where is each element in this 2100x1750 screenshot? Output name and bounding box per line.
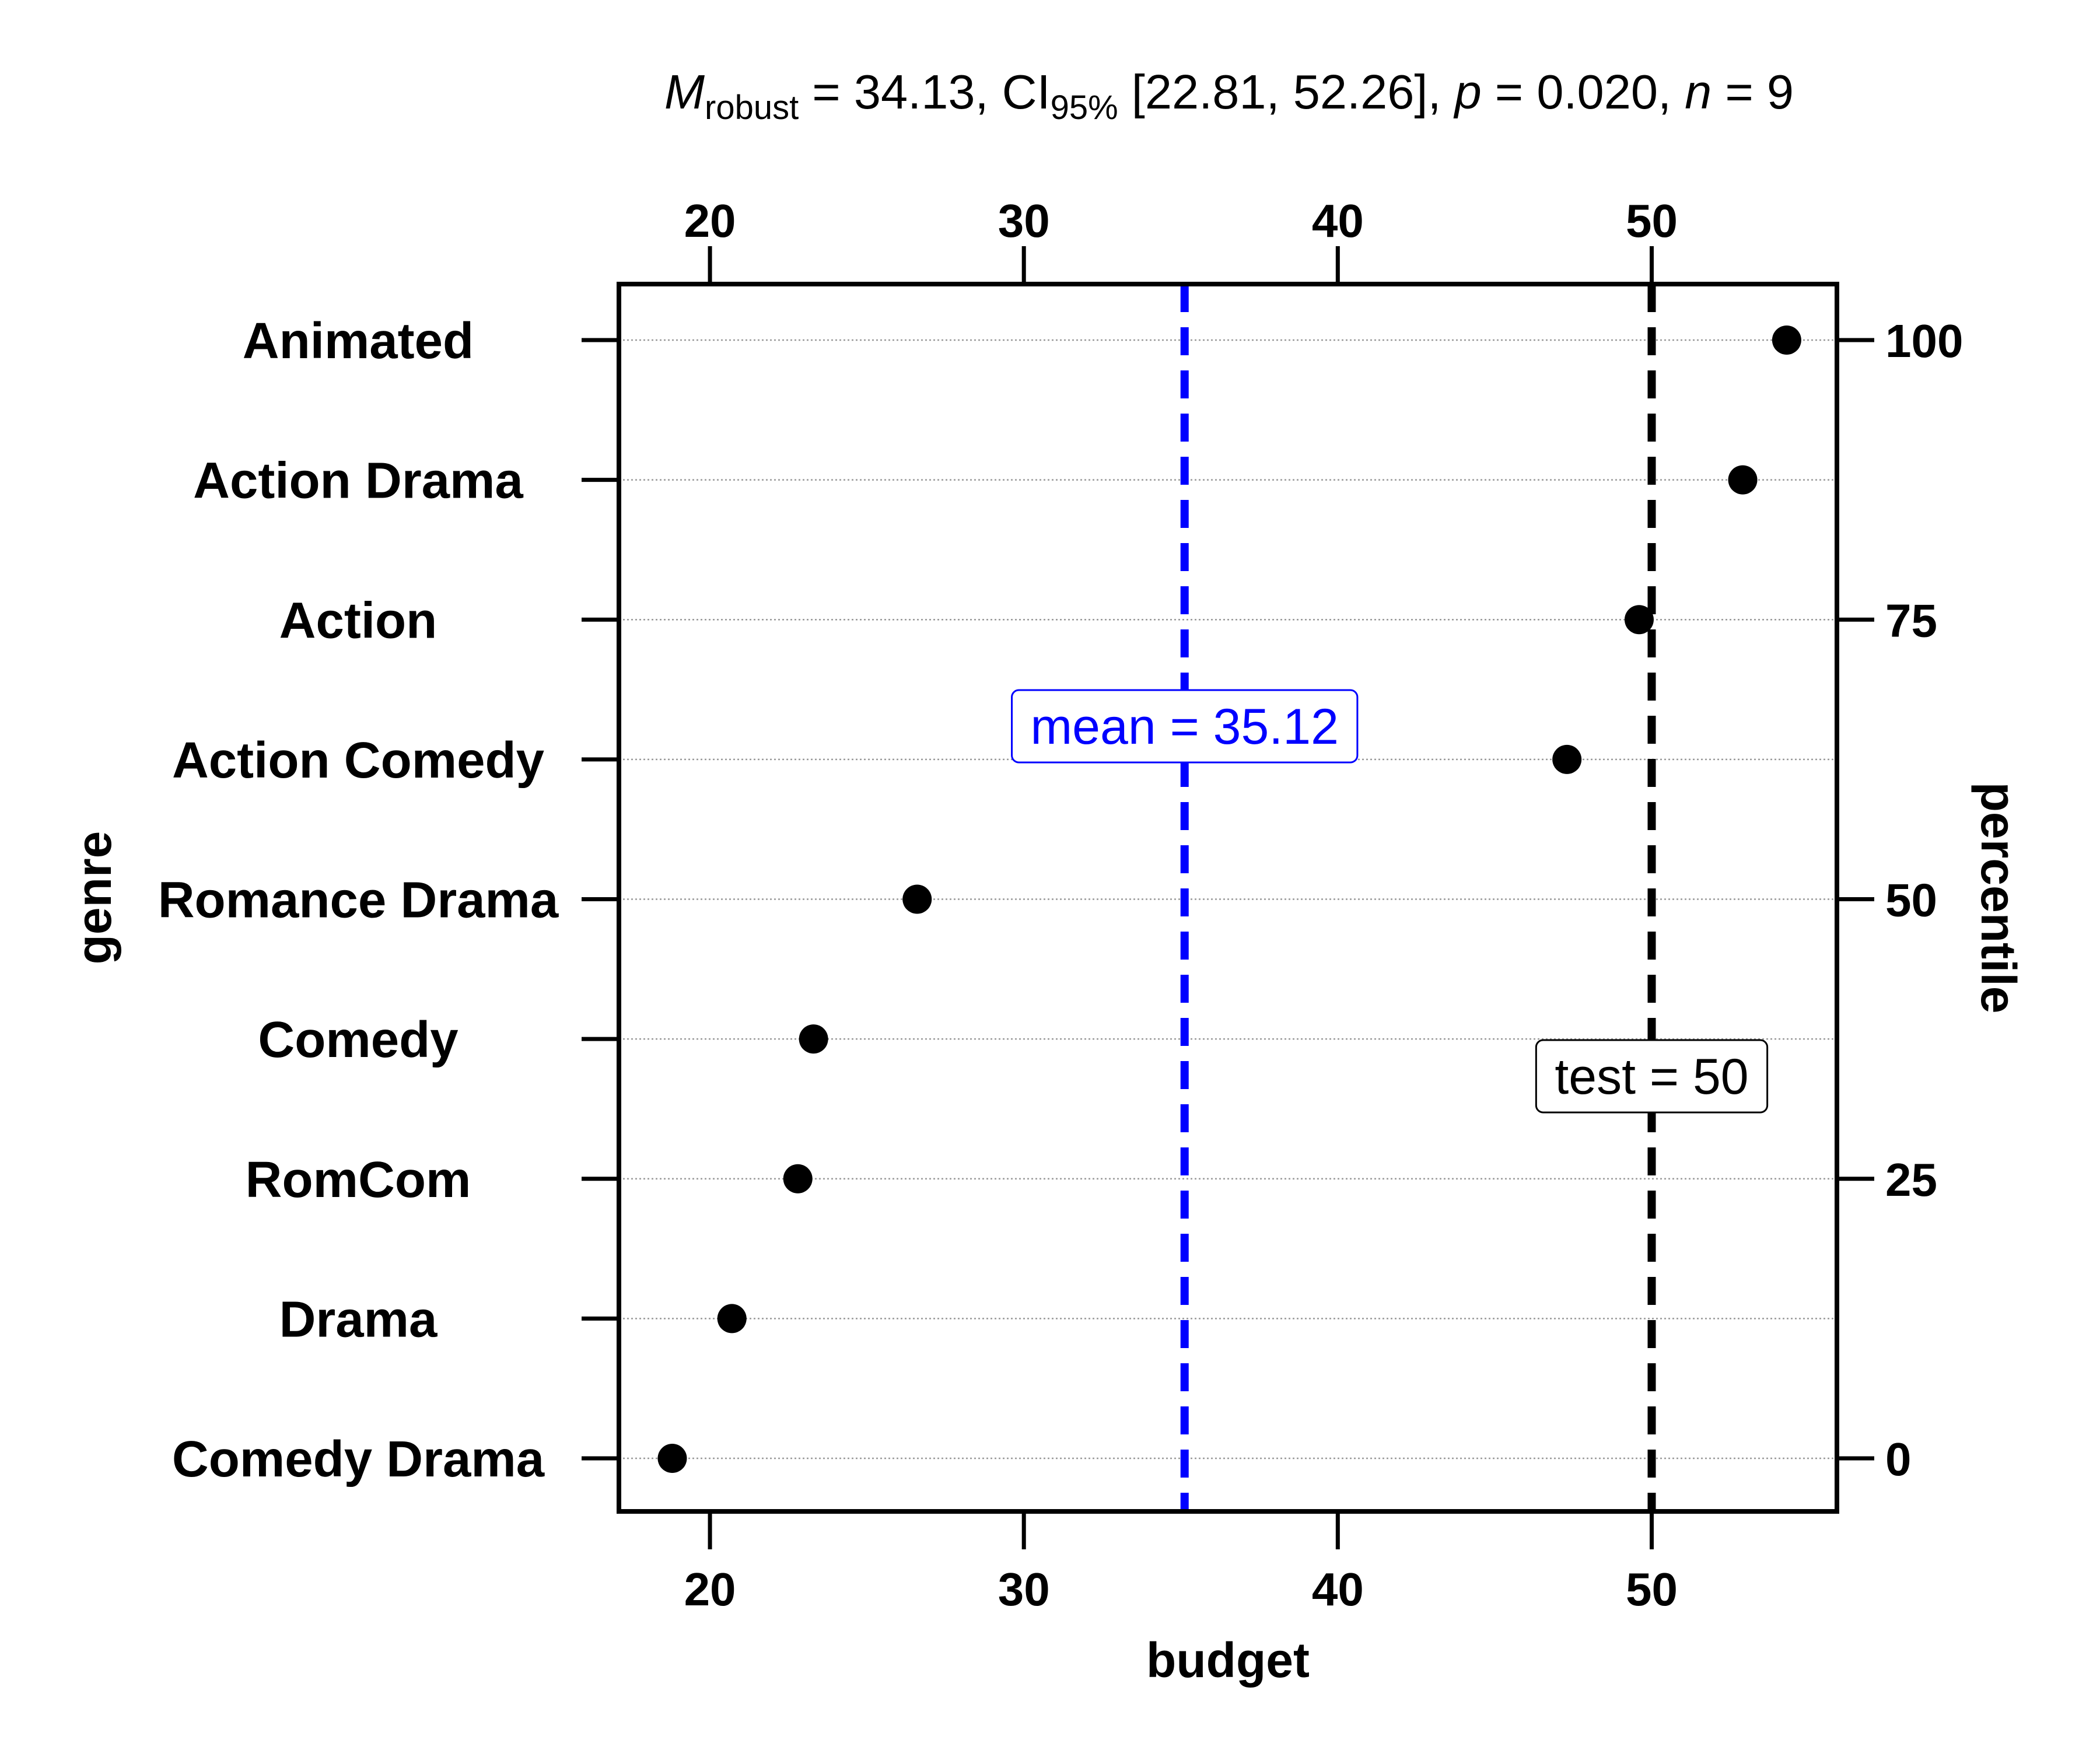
y-axis-title: genre [66,831,121,965]
data-point [902,884,932,914]
data-point [783,1164,813,1194]
x-bottom-tick-label: 20 [684,1563,736,1615]
mean-label-box [1011,689,1359,764]
y-tick-label: Comedy Drama [172,1431,545,1488]
data-points [657,326,1801,1473]
data-point [717,1304,747,1334]
x-top-tick-label: 30 [998,195,1050,247]
y2-axis-title: percentile [1971,782,2026,1014]
y-tick-label: Animated [243,313,474,369]
x-bottom-tick-label: 30 [998,1563,1050,1615]
y-tick-label: Romance Drama [158,872,559,929]
reference-lines [1180,284,1656,1511]
x-axis-title: budget [1146,1633,1310,1688]
test-label-box [1535,1039,1769,1114]
x-top-tick-label: 50 [1626,195,1678,247]
data-point [1772,326,1801,355]
chart-subtitle: Mrobust = 34.13, CI95% [22.81, 52.26], p… [664,65,1794,127]
y-tick-label: RomCom [246,1152,471,1208]
y-tick-label: Action Comedy [172,732,544,789]
y-tick-label: Action [279,592,438,649]
y-tick-label: Drama [279,1291,438,1348]
data-point [1728,465,1758,495]
data-point [657,1444,687,1473]
mean-label-group: mean = 35.12 [1011,689,1359,764]
y-tick-label: Comedy [258,1012,458,1068]
y-tick-label: Action Drama [193,453,523,509]
y2-tick-label: 75 [1885,594,1937,646]
test-label-group: test = 50 [1535,1039,1769,1114]
data-point [799,1024,828,1054]
y2-tick-label: 50 [1885,874,1937,926]
test-label: test = 50 [1555,1049,1748,1105]
x-bottom-tick-label: 50 [1626,1563,1678,1615]
axes: Comedy Drama Drama RomCom Comedy Romance Dra… [158,195,1964,1615]
data-point [1552,744,1582,774]
data-point [1624,605,1654,635]
x-top-tick-label: 40 [1312,195,1364,247]
x-top-tick-label: 20 [684,195,736,247]
x-bottom-tick-label: 40 [1312,1563,1364,1615]
y2-tick-label: 0 [1885,1433,1912,1485]
y2-tick-label: 100 [1885,315,1963,367]
mean-label: mean = 35.12 [1031,699,1339,755]
y2-tick-label: 25 [1885,1154,1937,1206]
reference-annotations: mean = 35.12 test = 50 [1011,689,1769,1114]
